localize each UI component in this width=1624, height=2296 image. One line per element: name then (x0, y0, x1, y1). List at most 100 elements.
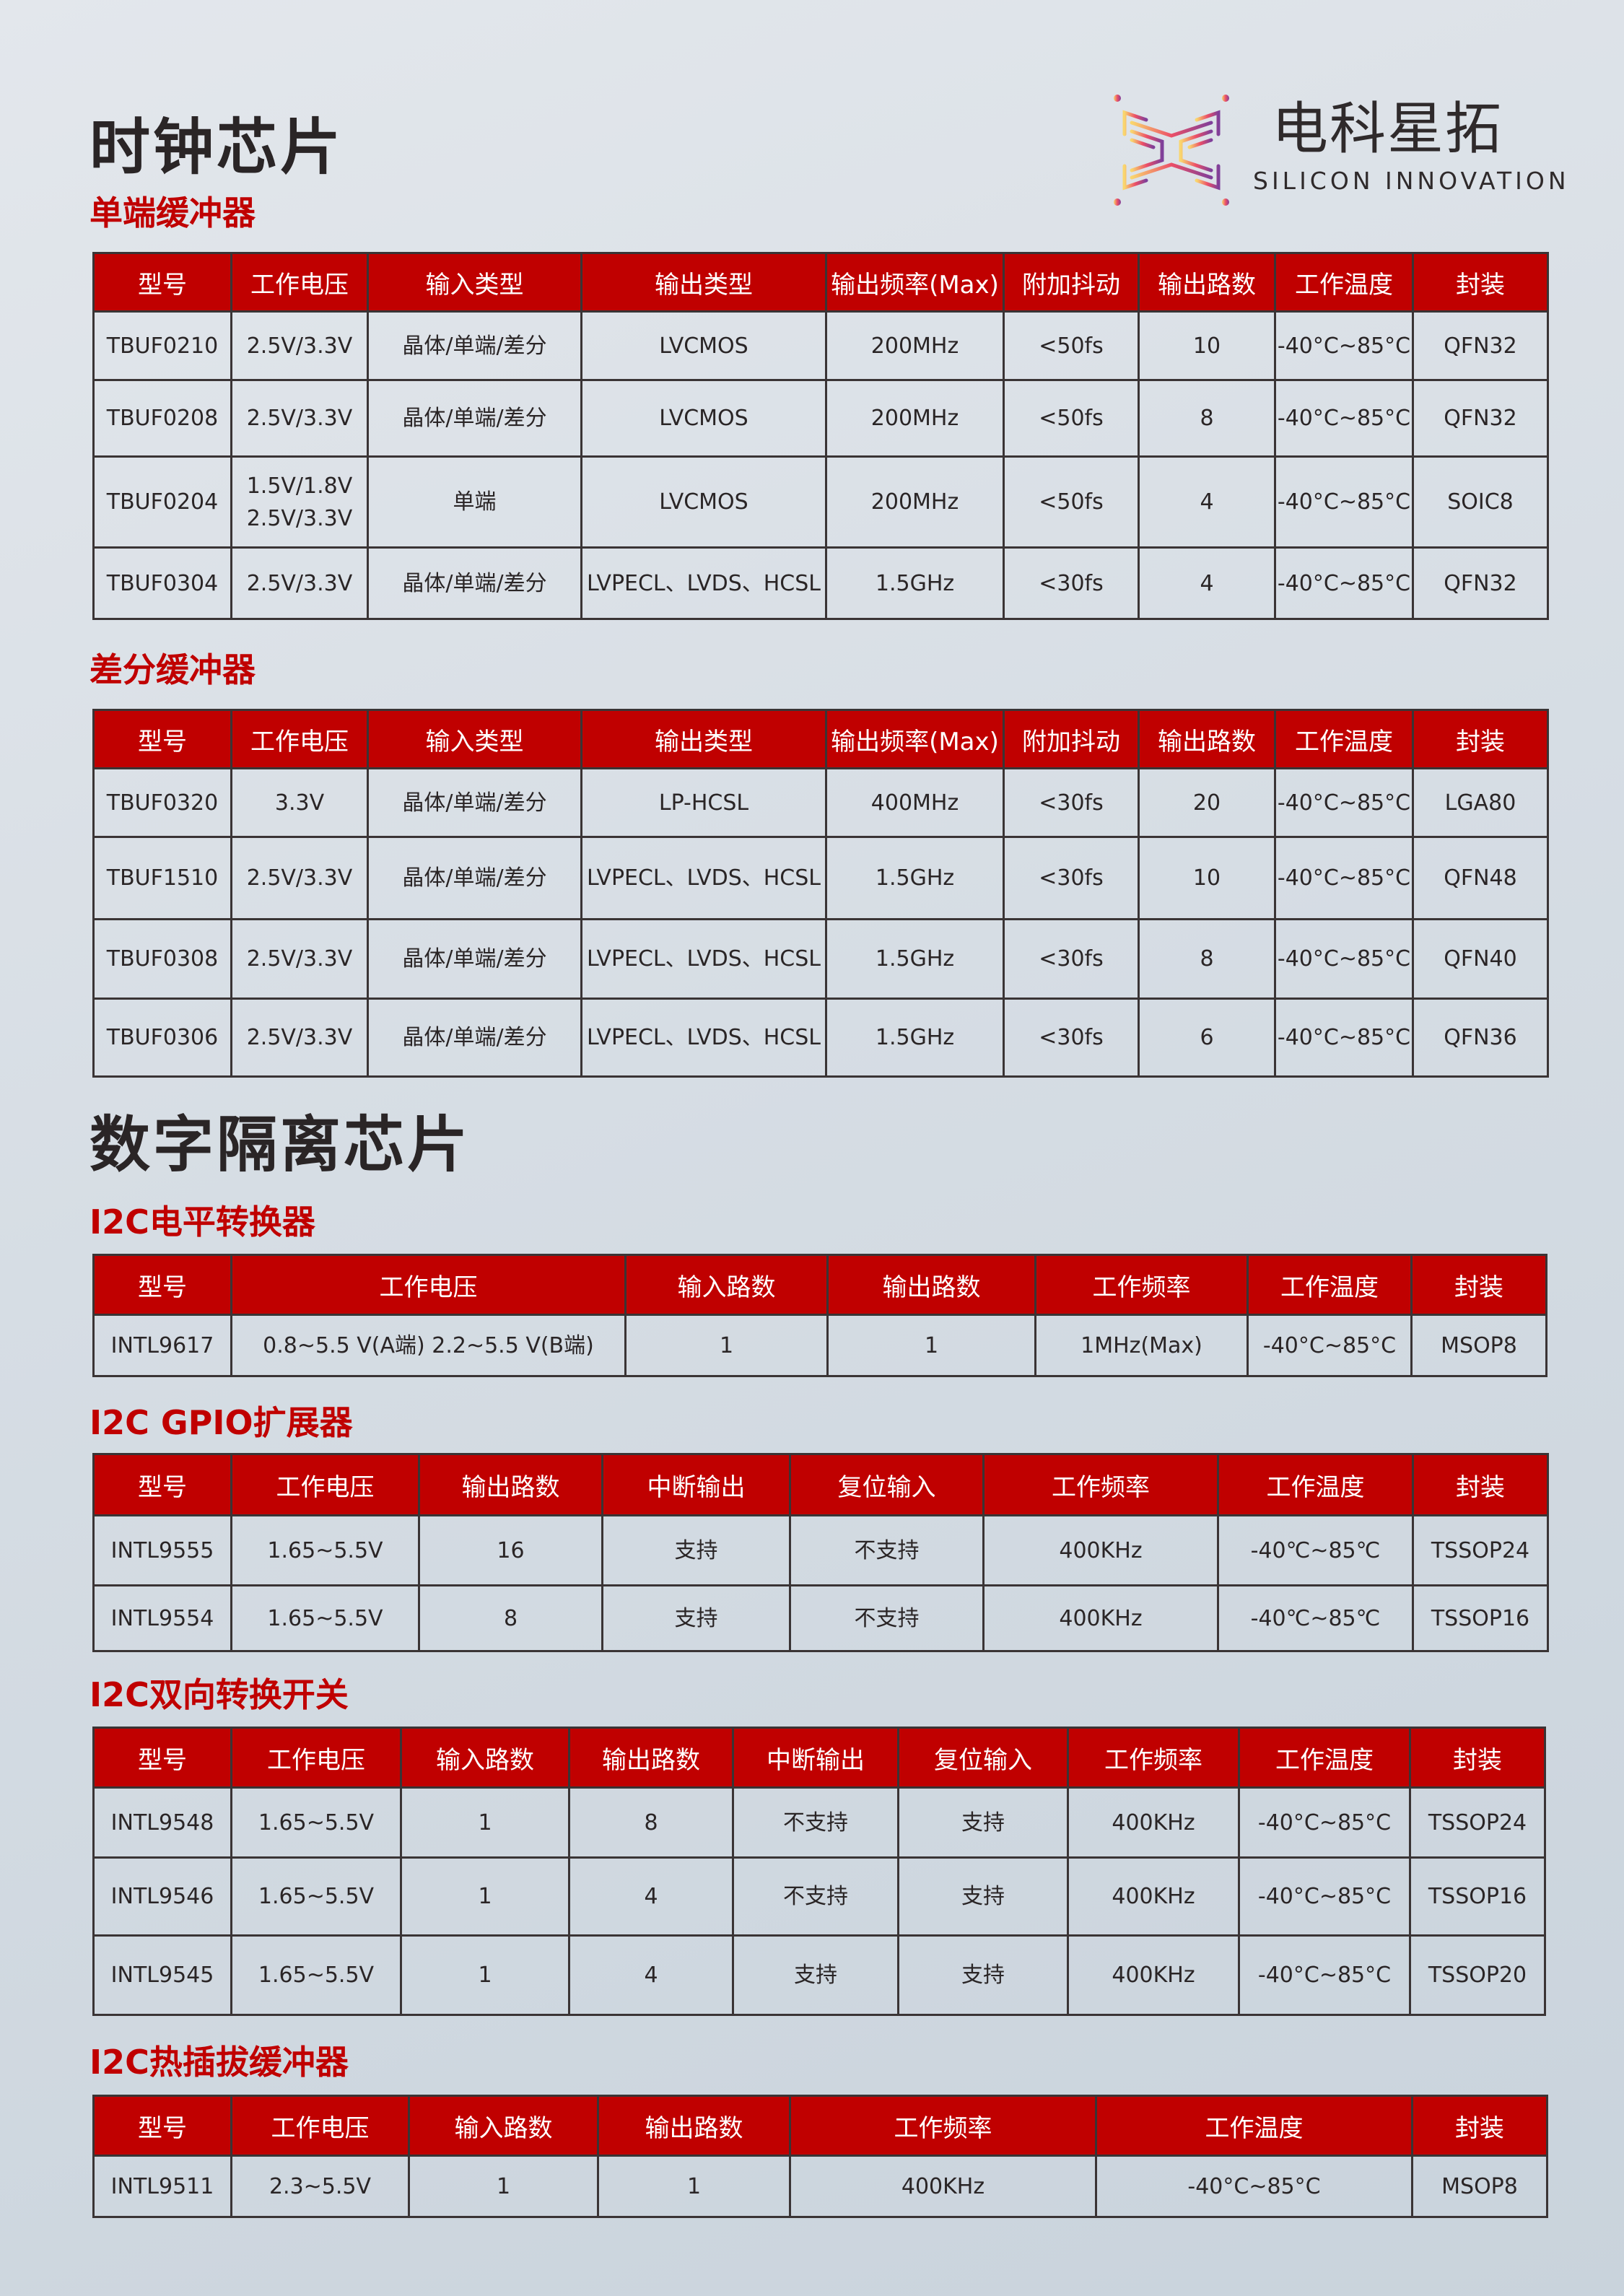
column-header: 复位输入 (789, 1453, 985, 1516)
table-cell: 200MHz (825, 455, 1005, 549)
column-header: 输出类型 (580, 252, 827, 313)
table-cell: 1 (400, 1786, 570, 1859)
table-cell: QFN36 (1412, 998, 1549, 1078)
column-header: 输出路数 (418, 1453, 603, 1516)
table-cell: 4 (568, 1934, 734, 2016)
table-cell: 1.5GHz (825, 998, 1005, 1078)
table-cell: LGA80 (1412, 767, 1549, 838)
model-cell: INTL9511 (92, 2155, 232, 2218)
column-header: 输出路数 (826, 1254, 1036, 1316)
table-cell: 晶体/单端/差分 (367, 918, 582, 1000)
table-cell: -40℃~85℃ (1217, 1584, 1414, 1652)
column-header: 型号 (92, 252, 232, 313)
table-row: TBUF0208 2.5V/3.3V 晶体/单端/差分 LVCMOS 200MHz <50… (92, 379, 1549, 458)
column-header: 输出路数 (1138, 709, 1276, 769)
model-cell: INTL9555 (92, 1514, 232, 1586)
model-cell: TBUF0320 (92, 767, 232, 838)
table-cell: 4 (568, 1856, 734, 1937)
table-cell: <30fs (1003, 998, 1140, 1078)
table-row: INTL9555 1.65~5.5V 16 支持 不支持 400KHz -40℃~85℃ TS… (92, 1514, 1549, 1586)
column-header: 输出类型 (580, 709, 827, 769)
table-cell: -40°C~85°C (1274, 918, 1414, 1000)
table-row: TBUF0210 2.5V/3.3V 晶体/单端/差分 LVCMOS 200MHz <50… (92, 310, 1549, 381)
column-header: 型号 (92, 1727, 232, 1789)
table-cell: TSSOP24 (1409, 1786, 1546, 1859)
table-row: INTL9545 1.65~5.5V 1 4 支持 支持 400KHz -40°C~85°C T… (92, 1934, 1546, 2016)
table-cell: 1.5V/1.8V 2.5V/3.3V (230, 455, 369, 549)
brand-name-en: SILICON INNOVATION (1253, 167, 1570, 195)
table-cell: 支持 (732, 1934, 899, 2016)
table-cell: 8 (1138, 379, 1276, 458)
column-header: 型号 (92, 1254, 232, 1316)
table-title: I2C GPIO扩展器 (90, 1403, 353, 1442)
column-header: 工作温度 (1217, 1453, 1414, 1516)
table-row: INTL9546 1.65~5.5V 1 4 不支持 支持 400KHz -40°C~85°C… (92, 1856, 1546, 1937)
table-cell: 400KHz (1067, 1856, 1240, 1937)
table-cell: <50fs (1003, 379, 1140, 458)
column-header: 封装 (1412, 252, 1549, 313)
section-title-clock: 时钟芯片 (90, 112, 344, 183)
column-header: 输入路数 (400, 1727, 570, 1789)
table-cell: TSSOP24 (1412, 1514, 1549, 1586)
column-header: 工作电压 (230, 1727, 402, 1789)
table-cell: LVPECL、LVDS、HCSL (580, 918, 827, 1000)
table-cell: TSSOP16 (1412, 1584, 1549, 1652)
table-cell: 支持 (601, 1584, 791, 1652)
table-cell: 不支持 (732, 1856, 899, 1937)
table-cell: TSSOP20 (1409, 1934, 1546, 2016)
column-header: 封装 (1412, 709, 1549, 769)
table-cell: 1 (400, 1856, 570, 1937)
table-row: TBUF0306 2.5V/3.3V 晶体/单端/差分 LVPECL、LVDS、HCS… (92, 998, 1549, 1078)
table-cell: <30fs (1003, 836, 1140, 920)
table-cell: 1 (400, 1934, 570, 2016)
table-cell: 2.3~5.5V (230, 2155, 410, 2218)
model-cell: TBUF0208 (92, 379, 232, 458)
table-cell: 支持 (897, 1856, 1069, 1937)
column-header: 工作温度 (1247, 1254, 1413, 1316)
table-title: I2C热插拔缓冲器 (90, 2043, 349, 2082)
table-cell: -40℃~85℃ (1217, 1514, 1414, 1586)
table-cell: 晶体/单端/差分 (367, 379, 582, 458)
table-cell: 4 (1138, 546, 1276, 620)
table-cell: 2.5V/3.3V (230, 836, 369, 920)
column-header: 输入类型 (367, 709, 582, 769)
table-cell: 1 (408, 2155, 599, 2218)
table-cell: 10 (1138, 836, 1276, 920)
column-header: 输入路数 (408, 2095, 599, 2157)
table-cell: 2.5V/3.3V (230, 546, 369, 620)
table-cell: 20 (1138, 767, 1276, 838)
single-ended-buffer-table: 型号 工作电压 输入类型 输出类型 输出频率(Max) 附加抖动 输出路数 工作温度 封装 TBU… (92, 252, 1549, 620)
table-row: INTL9548 1.65~5.5V 1 8 不支持 支持 400KHz -40°C~85°C… (92, 1786, 1546, 1859)
table-cell: 400KHz (1067, 1934, 1240, 2016)
column-header: 工作频率 (1034, 1254, 1249, 1316)
table-header-row: 型号 工作电压 输入路数 输出路数 工作频率 工作温度 封装 (92, 1254, 1547, 1316)
table-cell: SOIC8 (1412, 455, 1549, 549)
table-title: I2C双向转换开关 (90, 1675, 349, 1714)
table-cell: 晶体/单端/差分 (367, 767, 582, 838)
table-cell: 10 (1138, 310, 1276, 381)
column-header: 封装 (1411, 2095, 1548, 2157)
table-cell: <30fs (1003, 767, 1140, 838)
table-cell: 3.3V (230, 767, 369, 838)
table-cell: -40°C~85°C (1274, 455, 1414, 549)
column-header: 封装 (1410, 1254, 1547, 1316)
column-header: 工作电压 (230, 2095, 410, 2157)
section-title-isolation: 数字隔离芯片 (90, 1109, 471, 1180)
column-header: 输入类型 (367, 252, 582, 313)
table-cell: 8 (1138, 918, 1276, 1000)
model-cell: TBUF0304 (92, 546, 232, 620)
table-cell: -40°C~85°C (1247, 1314, 1413, 1377)
table-cell: 支持 (897, 1934, 1069, 2016)
model-cell: TBUF1510 (92, 836, 232, 920)
table-header-row: 型号 工作电压 输入类型 输出类型 输出频率(Max) 附加抖动 输出路数 工作温度 封装 (92, 709, 1549, 769)
table-cell: <30fs (1003, 546, 1140, 620)
table-cell: -40°C~85°C (1274, 546, 1414, 620)
table-cell: 2.5V/3.3V (230, 379, 369, 458)
table-header-row: 型号 工作电压 输出路数 中断输出 复位输入 工作频率 工作温度 封装 (92, 1453, 1549, 1516)
table-cell: 8 (418, 1584, 603, 1652)
table-cell: 6 (1138, 998, 1276, 1078)
model-cell: TBUF0204 (92, 455, 232, 549)
model-cell: TBUF0306 (92, 998, 232, 1078)
table-cell: MSOP8 (1411, 2155, 1548, 2218)
table-cell: QFN48 (1412, 836, 1549, 920)
